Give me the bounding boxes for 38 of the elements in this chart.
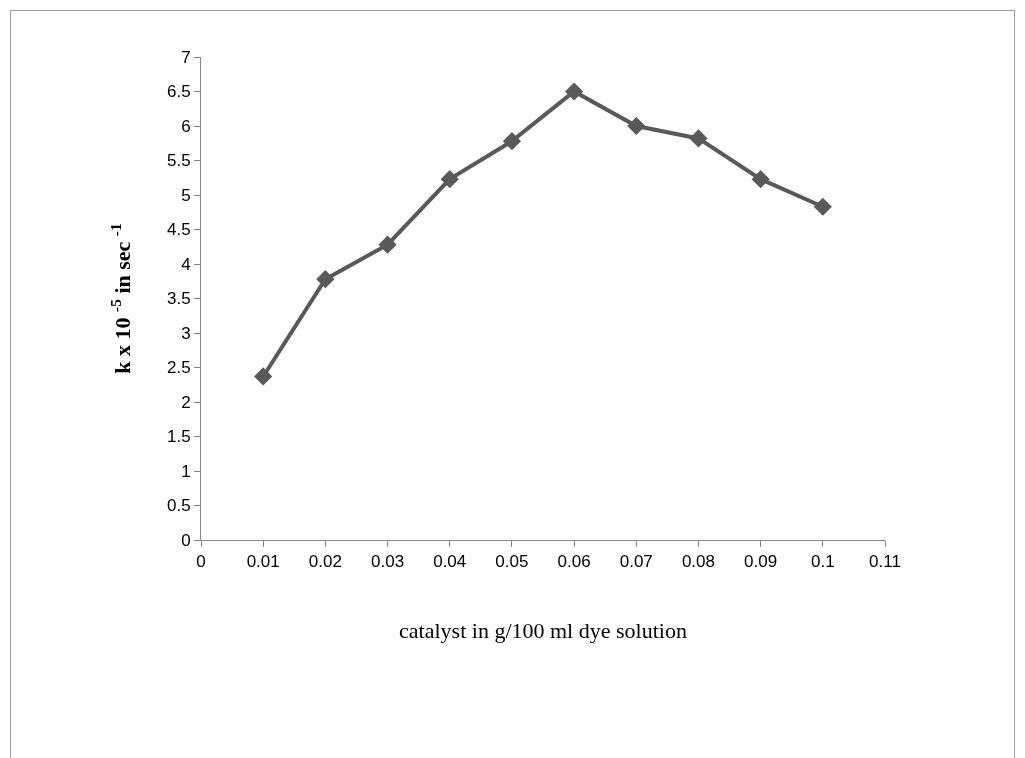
x-axis-title: catalyst in g/100 ml dye solution: [399, 618, 687, 644]
y-tick-label: 5.5: [166, 151, 191, 171]
point: [689, 129, 708, 148]
point: [751, 170, 770, 189]
x-tick-label: 0.05: [495, 552, 529, 572]
y-tick-label: 2.5: [166, 358, 191, 378]
y-tick-label: 0.5: [166, 496, 191, 516]
point: [627, 116, 646, 136]
y-tick-label: 7: [181, 47, 191, 67]
x-tick-label: 0.06: [557, 552, 591, 572]
point: [378, 235, 397, 254]
point: [316, 270, 335, 289]
point: [502, 132, 522, 151]
x-tick-label: 0.1: [811, 552, 835, 572]
x-tick-label: 0.11: [869, 552, 901, 572]
y-tick-label: 2: [181, 392, 191, 412]
x-tick-label: 0.08: [681, 552, 715, 572]
y-tick-label: 4.5: [166, 220, 191, 240]
x-tick-label: 0.07: [619, 552, 653, 572]
y-tick-label: 1: [181, 461, 191, 481]
x-tick-label: 0.02: [308, 552, 342, 572]
x-tick-label: 0.09: [744, 552, 778, 572]
x-tick-label: 0.04: [433, 552, 467, 572]
y-tick-label: 3.5: [166, 289, 191, 309]
y-tick-label: 5: [181, 185, 191, 205]
x-tick-label: 0.03: [371, 552, 405, 572]
point: [254, 367, 273, 386]
y-tick-label: 6: [181, 116, 191, 136]
x-tick-label: 0.01: [246, 552, 280, 572]
y-tick-label: 6.5: [166, 82, 191, 102]
y-tick-label: 3: [181, 323, 191, 343]
y-tick-label: 4: [181, 254, 191, 274]
point: [440, 170, 459, 189]
y-tick-label: 0: [181, 530, 191, 550]
y-tick-label: 1.5: [166, 427, 191, 447]
point: [564, 82, 584, 101]
point: [813, 197, 832, 216]
x-tick-label: 0: [196, 552, 206, 572]
